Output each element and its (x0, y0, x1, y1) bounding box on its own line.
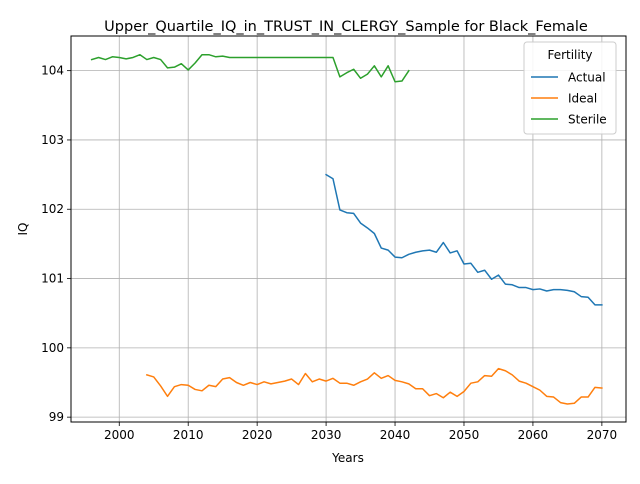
x-tick-label: 2030 (311, 428, 342, 442)
x-tick-label: 2050 (449, 428, 480, 442)
y-tick-label: 101 (41, 272, 64, 286)
plot-area-frame (70, 35, 627, 423)
legend-label-ideal: Ideal (568, 92, 597, 106)
series-line-ideal (145, 367, 603, 405)
x-tick-label: 2060 (518, 428, 549, 442)
y-tick-label: 100 (41, 341, 64, 355)
x-tick-label: 2010 (173, 428, 204, 442)
y-tick-label: 104 (41, 64, 64, 78)
y-axis-ticks: 99 100 101 102 103 104 (41, 64, 71, 424)
legend-box (523, 41, 617, 135)
y-tick-label: 99 (49, 410, 64, 424)
chart-title: Upper_Quartile_IQ_in_TRUST_IN_CLERGY_Sam… (104, 19, 588, 35)
series-line-sterile (90, 53, 410, 83)
legend-title: Fertility (547, 48, 592, 62)
legend-entries: Actual Ideal Sterile (531, 71, 607, 127)
x-tick-label: 2070 (587, 428, 618, 442)
x-tick-label: 2040 (380, 428, 411, 442)
x-axis-label: Years (331, 451, 364, 465)
x-tick-label: 2000 (104, 428, 135, 442)
series-lines (90, 53, 603, 405)
legend-label-actual: Actual (568, 71, 606, 85)
y-axis-label: IQ (16, 223, 30, 236)
legend-label-sterile: Sterile (568, 113, 607, 127)
y-tick-label: 102 (41, 202, 64, 216)
y-tick-label: 103 (41, 133, 64, 147)
x-axis-ticks: 2000 2010 2020 2030 2040 2050 2060 2070 (104, 422, 617, 442)
series-line-actual (325, 173, 603, 306)
legend: Fertility Actual Ideal Sterile (523, 41, 617, 135)
x-tick-label: 2020 (242, 428, 273, 442)
